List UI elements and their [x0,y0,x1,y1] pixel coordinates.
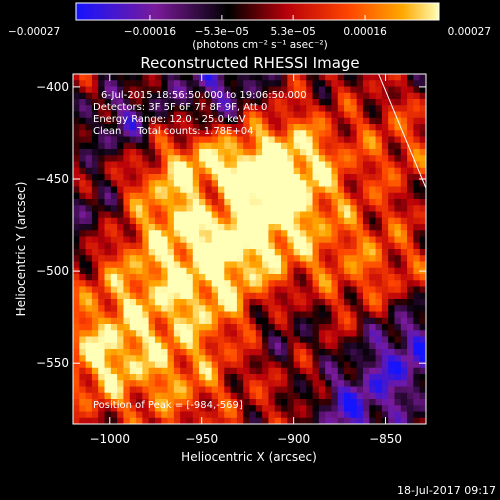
footer-timestamp: 18-Jul-2017 09:17 [397,484,496,497]
colorbar-tick-label: −0.00027 [8,26,60,38]
x-tick-label: −1000 [89,432,130,446]
colorbar-tick-label: −5.3e−05 [195,26,249,38]
y-axis-ticks: −400 −450 −500 −550 [36,80,426,370]
y-axis-label: Heliocentric Y (arcsec) [14,182,28,317]
heatmap-cells [73,74,426,424]
x-axis-label: Heliocentric X (arcsec) [181,450,317,464]
annotation-energy-range: Energy Range: 12.0 - 25.0 keV [93,114,246,125]
y-tick-label: −450 [36,172,69,186]
annotation-peak-position: Position of Peak = [-984,-569] [93,400,243,411]
x-tick-label: −850 [369,432,402,446]
y-tick-label: −550 [36,356,69,370]
y-tick-label: −500 [36,264,69,278]
annotation-time-range: 6-Jul-2015 18:56:50.000 to 19:06:50.000 [101,90,307,101]
colorbar-ticks: −0.00027 −0.00016 −5.3e−05 5.3e−05 0.00016 0.… [8,15,491,38]
y-tick-label: −400 [36,80,69,94]
colorbar-tick-label: 5.3e−05 [270,26,315,38]
colorbar-tick-label: −0.00016 [124,26,177,38]
solar-limb-line [378,74,426,189]
colorbar [75,2,440,21]
x-tick-label: −950 [185,432,218,446]
annotation-detectors: Detectors: 3F 5F 6F 7F 8F 9F, Att 0 [93,102,267,113]
colorbar-tick-label: 0.00016 [343,26,387,38]
x-tick-label: −900 [277,432,310,446]
colorbar-unit-label: (photons cm⁻² s⁻¹ asec⁻²) [192,39,327,51]
plot-frame [72,73,427,425]
colorbar-tick-label: 0.00027 [448,26,491,38]
x-axis-ticks: −1000 −950 −900 −850 [89,74,402,446]
annotation-clean-counts: Clean Total counts: 1.78E+04 [93,126,253,137]
chart-title: Reconstructed RHESSI Image [140,54,359,72]
